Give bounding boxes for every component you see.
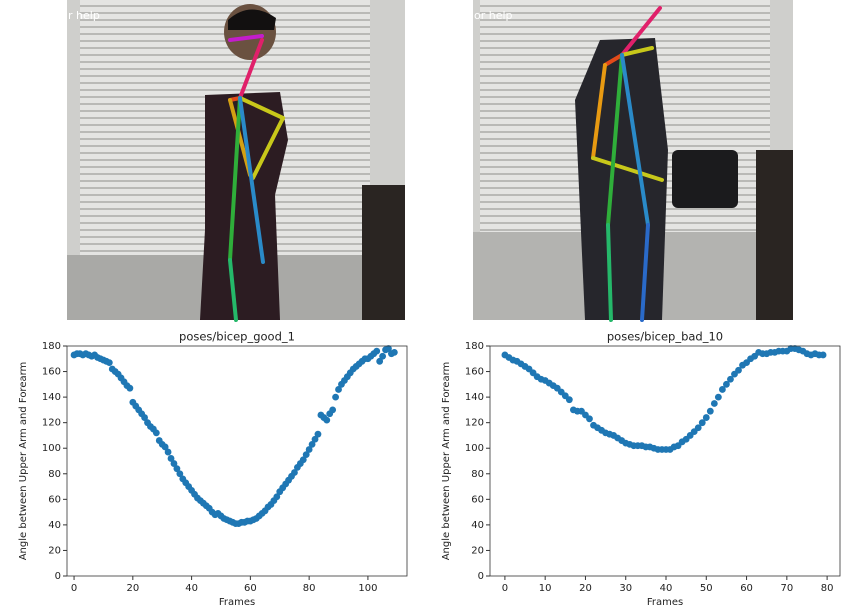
y-axis-label: Angle between Upper Arm and Forearm xyxy=(441,362,452,561)
y-tick-label: 80 xyxy=(48,469,61,480)
x-tick-label: 0 xyxy=(502,583,508,594)
data-point xyxy=(586,415,593,422)
data-point xyxy=(703,414,710,421)
y-tick-label: 140 xyxy=(42,392,61,403)
chart-title: poses/bicep_bad_10 xyxy=(607,330,723,344)
y-tick-label: 160 xyxy=(465,367,484,378)
x-tick-label: 60 xyxy=(244,583,257,594)
x-axis-label: Frames xyxy=(647,597,683,608)
photo-left: r help xyxy=(67,0,405,320)
x-tick-label: 30 xyxy=(619,583,632,594)
data-point xyxy=(711,400,718,407)
y-tick-label: 60 xyxy=(48,494,61,505)
data-point xyxy=(165,449,172,456)
x-tick-label: 50 xyxy=(700,583,713,594)
chart: 0 20 40 60 80 100 120 140 160 180 0 10 20 30 40 50 60 70 8… xyxy=(441,330,840,609)
y-tick-label: 60 xyxy=(471,494,484,505)
x-tick-label: 40 xyxy=(660,583,673,594)
data-point xyxy=(707,408,714,415)
data-point xyxy=(153,429,160,436)
page: r help or help 0204060801001201401601800… xyxy=(0,0,843,611)
chart-title: poses/bicep_good_1 xyxy=(179,330,295,344)
y-tick-label: 180 xyxy=(465,341,484,352)
y-tick-label: 120 xyxy=(42,418,61,429)
x-tick-label: 40 xyxy=(185,583,198,594)
data-point xyxy=(332,394,339,401)
y-tick-label: 0 xyxy=(55,571,61,582)
overlay-text: r help xyxy=(68,9,100,22)
x-tick-label: 20 xyxy=(579,583,592,594)
y-tick-label: 0 xyxy=(478,571,484,582)
y-tick-label: 140 xyxy=(465,392,484,403)
data-point xyxy=(391,349,398,356)
data-point xyxy=(126,385,133,392)
y-tick-label: 160 xyxy=(42,367,61,378)
x-tick-label: 70 xyxy=(780,583,793,594)
y-tick-label: 120 xyxy=(465,418,484,429)
x-tick-label: 80 xyxy=(303,583,316,594)
x-tick-label: 10 xyxy=(539,583,552,594)
x-tick-label: 0 xyxy=(71,583,77,594)
data-point xyxy=(820,352,827,359)
x-tick-label: 20 xyxy=(126,583,139,594)
x-tick-label: 60 xyxy=(740,583,753,594)
data-point xyxy=(715,394,722,401)
axes-frame xyxy=(67,346,407,576)
data-point xyxy=(323,417,330,424)
y-tick-label: 40 xyxy=(471,520,484,531)
y-tick-label: 100 xyxy=(465,443,484,454)
data-point xyxy=(379,353,386,360)
y-tick-label: 40 xyxy=(48,520,61,531)
data-point xyxy=(106,359,113,366)
data-point xyxy=(373,348,380,355)
overlay-text: or help xyxy=(474,9,513,22)
x-tick-label: 100 xyxy=(358,583,377,594)
data-point xyxy=(566,396,573,403)
x-tick-label: 80 xyxy=(821,583,834,594)
figure: r help or help 0204060801001201401601800… xyxy=(0,0,843,611)
y-tick-label: 80 xyxy=(471,469,484,480)
data-point xyxy=(329,406,336,413)
y-tick-label: 100 xyxy=(42,443,61,454)
y-tick-label: 20 xyxy=(471,545,484,556)
y-axis-label: Angle between Upper Arm and Forearm xyxy=(18,362,29,561)
data-point xyxy=(315,431,322,438)
chart: 0 20 40 60 80 100 120 140 160 180 0 20 40 60 80 100 pose… xyxy=(18,330,407,609)
y-tick-label: 20 xyxy=(48,545,61,556)
y-tick-label: 180 xyxy=(42,341,61,352)
photo-right: or help xyxy=(473,0,793,320)
x-axis-label: Frames xyxy=(219,597,255,608)
